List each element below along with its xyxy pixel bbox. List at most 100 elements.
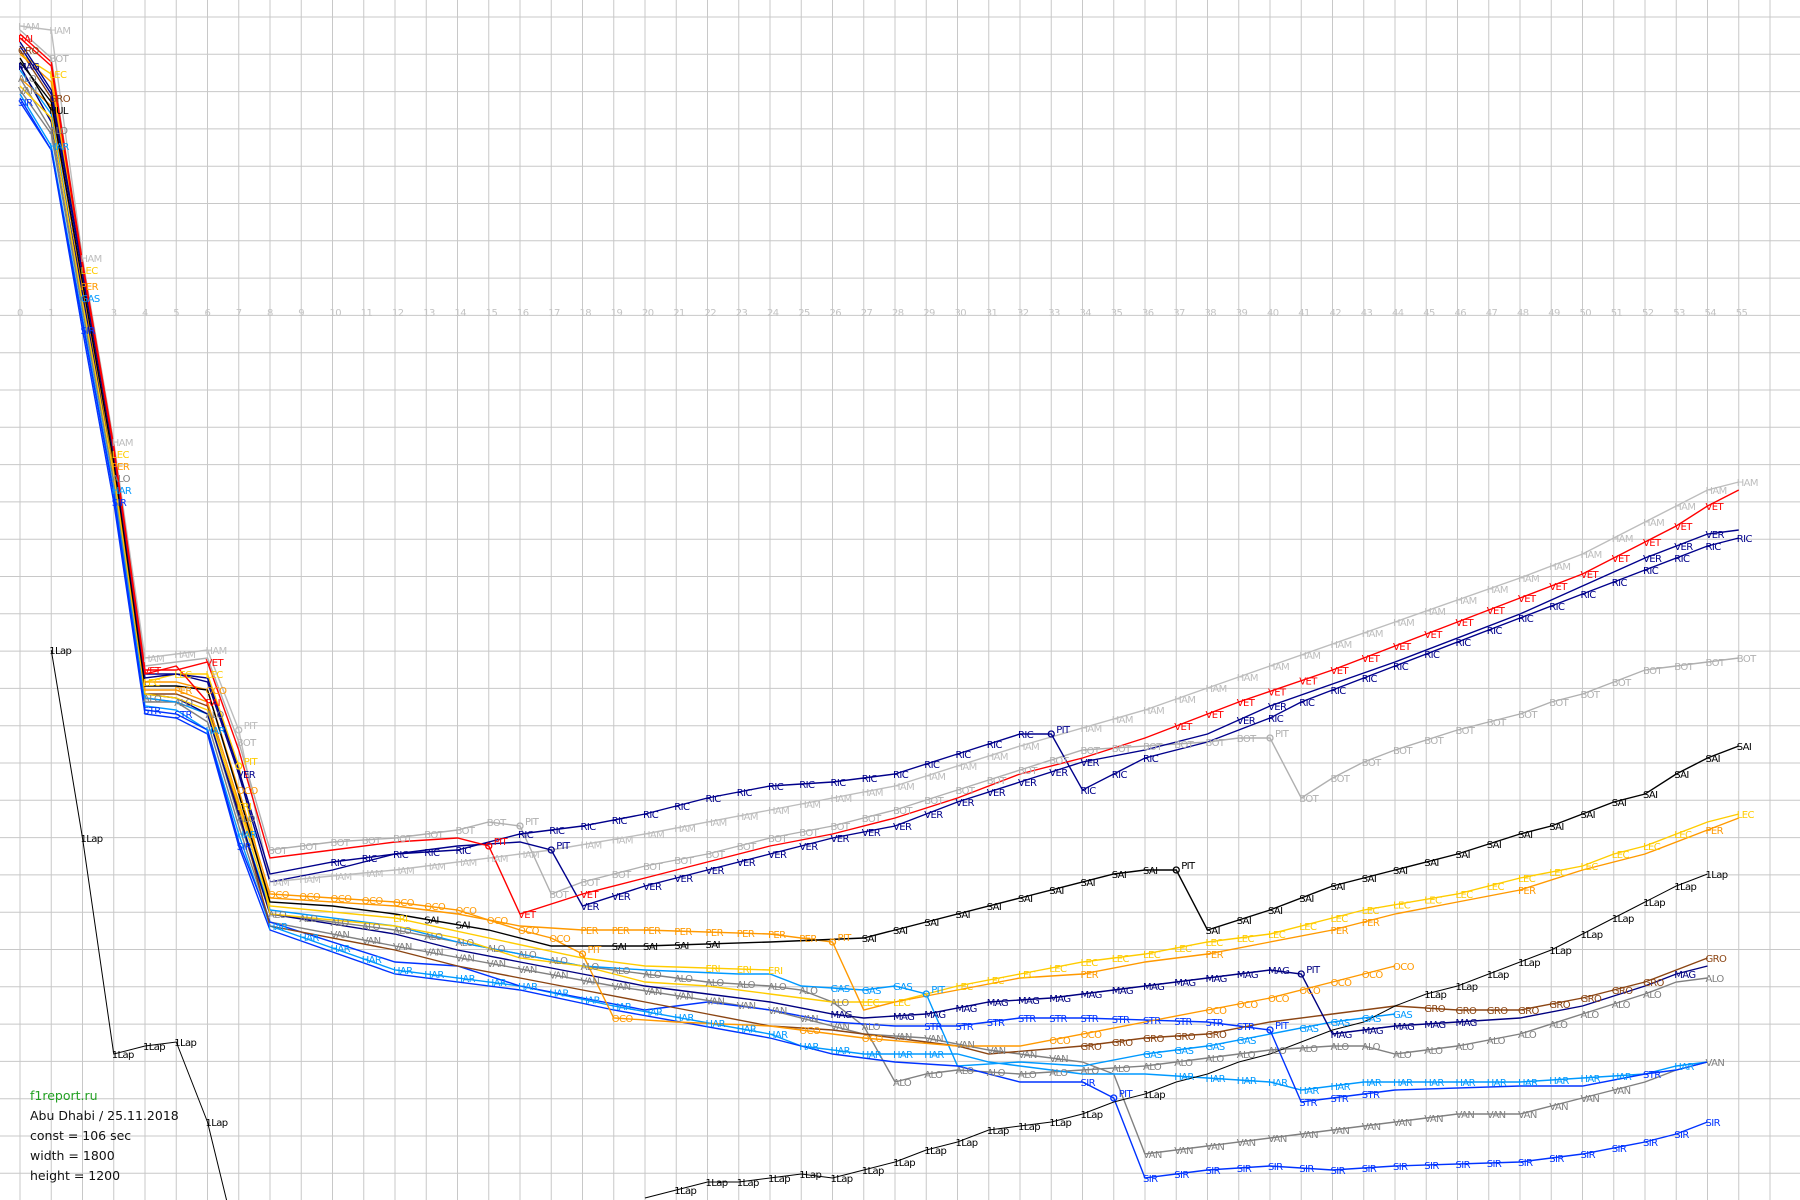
point-label: VAN (1299, 1130, 1318, 1141)
point-label: HAM (643, 830, 664, 841)
point-label: HAM (737, 812, 758, 823)
point-label: ALO (487, 944, 506, 955)
point-label: GAS (1174, 1046, 1193, 1057)
point-label: ALO (893, 1078, 912, 1089)
point-label: STR (1331, 1094, 1349, 1105)
point-label: HAM (174, 650, 195, 661)
point-label: ALO (1331, 1042, 1350, 1053)
pit-marker (235, 726, 243, 734)
point-label: ALO (1549, 1020, 1568, 1031)
point-label: RIC (862, 774, 878, 785)
point-label: ALO (1143, 1062, 1162, 1073)
point-label: ALO (1424, 1046, 1443, 1057)
x-tick-label: 21 (673, 308, 685, 319)
point-label: ALO (174, 698, 193, 709)
point-label: VAN (1206, 1142, 1225, 1153)
site-link[interactable]: f1report.ru (30, 1088, 98, 1103)
point-label: ALO (1174, 1058, 1193, 1069)
series-name-label: RAI (206, 698, 221, 709)
point-label: HAR (1424, 1078, 1444, 1089)
point-label: ERI (393, 914, 407, 925)
point-label: GRO (1174, 1032, 1195, 1043)
point-label: VER (924, 810, 943, 821)
point-label: HAR (862, 1050, 882, 1061)
point-label: SIR (81, 326, 96, 337)
point-label: GRO (1081, 1042, 1102, 1053)
point-label: VER (674, 874, 693, 885)
point-label: SAI (456, 921, 471, 932)
pit-marker (1297, 970, 1305, 978)
point-label: HAM (49, 26, 70, 37)
point-label: SIR (1393, 1162, 1408, 1173)
series-name-label: SIR (1706, 1118, 1721, 1129)
point-label: HAM (1112, 715, 1133, 726)
point-label: VER (862, 828, 881, 839)
point-label: BOT (1612, 678, 1632, 689)
point-label: BOT (1237, 734, 1257, 745)
pit-label: PIT (838, 933, 853, 944)
point-label: PER (737, 929, 755, 940)
x-tick-label: 39 (1236, 308, 1248, 319)
point-label: VER (237, 770, 256, 781)
race-title: Abu Dhabi / 25.11.2018 (30, 1108, 179, 1123)
point-label: LEC (1612, 850, 1630, 861)
point-label: HAM (831, 794, 852, 805)
point-label: BOT (1674, 662, 1694, 673)
point-label: VET (1424, 630, 1443, 641)
point-label: RIC (1456, 638, 1472, 649)
point-label: ALO (1049, 1068, 1068, 1079)
point-label: HAR (1456, 1078, 1476, 1089)
point-label: LEC (112, 450, 130, 461)
point-label: HAR (393, 966, 413, 977)
point-label: VAN (987, 1046, 1006, 1057)
x-tick-label: 42 (1330, 308, 1342, 319)
series-name-label: MAG (1674, 970, 1695, 981)
pit-label: PIT (931, 985, 946, 996)
point-label: 1Lap (143, 1042, 165, 1053)
point-label: VAN (1487, 1110, 1506, 1121)
point-label: RIC (1268, 714, 1284, 725)
point-label: HAM (1487, 585, 1508, 596)
point-label: 1Lap (112, 1050, 134, 1061)
point-label: SIR (1424, 1161, 1439, 1172)
point-label: PER (174, 686, 192, 697)
point-label: SAI (1393, 866, 1408, 877)
point-label: HAM (1706, 486, 1727, 497)
pit-markers (235, 726, 1305, 1102)
point-label: RIC (1424, 650, 1440, 661)
point-label: GRO (1581, 994, 1602, 1005)
point-label: BOT (581, 878, 601, 889)
point-label: BOT (362, 836, 382, 847)
point-label: BOT (1518, 710, 1538, 721)
point-label: LEC (1518, 874, 1536, 885)
point-label: SAI (612, 942, 627, 953)
point-label: HAR (1612, 1072, 1632, 1083)
point-label: BOT (1393, 746, 1413, 757)
point-label: HAR (518, 982, 538, 993)
x-tick-label: 13 (423, 308, 435, 319)
point-label: HAM (1424, 607, 1445, 618)
point-label: HAM (1393, 618, 1414, 629)
x-tick-label: 18 (580, 308, 592, 319)
point-label: OCO (299, 892, 321, 903)
point-label: VER (1237, 716, 1256, 727)
x-tick-labels: 0 1 2 3 4 5 6 7 8 9 10 11 12 13 14 15 16 17 18 19 20 21 22 23 24… (17, 308, 1748, 319)
series-line-STR (19, 97, 1708, 1103)
point-label: HAM (893, 782, 914, 793)
point-label: ALO (1206, 1054, 1225, 1065)
point-label: BOT (1424, 736, 1444, 747)
point-label: SAI (1143, 866, 1158, 877)
point-label: SIR (1612, 1144, 1627, 1155)
point-label: SIR (1674, 1130, 1689, 1141)
pit-label: PIT (556, 841, 571, 852)
point-label: HAR (674, 1013, 694, 1024)
point-label: HAM (424, 862, 445, 873)
series-name-label: VER (1706, 530, 1725, 541)
point-label: STR (1174, 1017, 1192, 1028)
point-label: STR (1362, 1090, 1380, 1101)
point-label: HAM (1237, 673, 1258, 684)
series-name-label: OCO (1393, 962, 1415, 973)
point-label: OCO (393, 898, 415, 909)
point-label: SAI (1268, 906, 1283, 917)
pit-label: PIT (1181, 861, 1196, 872)
